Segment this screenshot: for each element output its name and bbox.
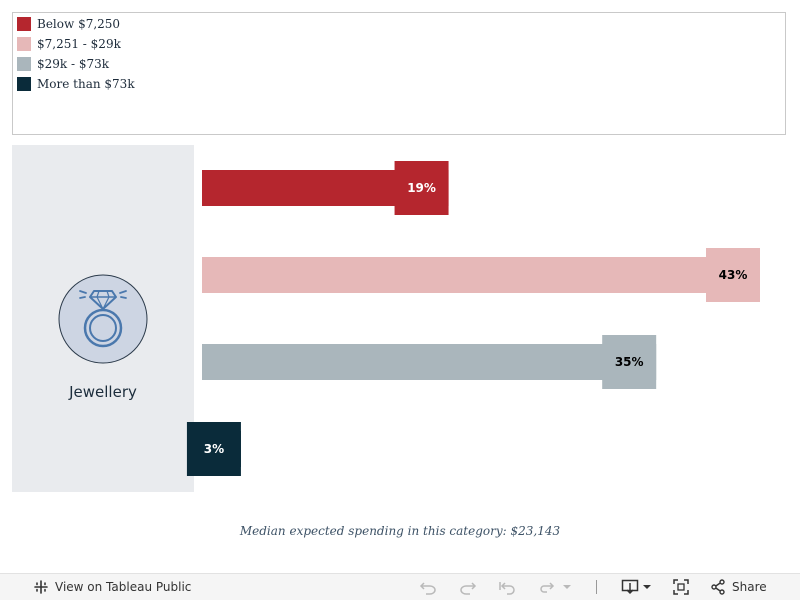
bar-value-label: 35% <box>615 355 644 369</box>
category-panel: Jewellery <box>12 145 194 492</box>
download-icon <box>621 579 638 595</box>
view-on-tableau-label: View on Tableau Public <box>55 580 192 594</box>
undo-button[interactable] <box>418 578 438 596</box>
bar-value-label: 3% <box>204 442 224 456</box>
legend-item-below-7250[interactable]: Below $7,250 <box>17 16 120 32</box>
refresh-button[interactable] <box>534 578 576 596</box>
toolbar-divider <box>596 580 597 594</box>
fullscreen-icon <box>673 579 689 595</box>
legend: Below $7,250 $7,251 - $29k $29k - $73k M… <box>12 12 786 135</box>
category-label: Jewellery <box>69 383 137 401</box>
legend-swatch <box>17 37 31 51</box>
refresh-icon <box>540 582 555 593</box>
bar-2[interactable] <box>202 344 657 380</box>
bar-value-label: 43% <box>719 268 748 282</box>
legend-label: $7,251 - $29k <box>37 37 121 51</box>
bar-label-box-3[interactable] <box>186 422 241 476</box>
bar-1[interactable] <box>202 257 760 293</box>
tableau-logo-icon <box>34 580 48 594</box>
share-button[interactable]: Share <box>710 578 772 596</box>
diamond-ring-icon <box>58 274 148 364</box>
tableau-toolbar: View on Tableau Public <box>0 573 800 600</box>
legend-item-more-than-73k[interactable]: More than $73k <box>17 76 135 92</box>
median-footnote: Median expected spending in this categor… <box>239 524 561 538</box>
chevron-down-icon <box>563 585 571 589</box>
share-icon <box>711 579 725 595</box>
bar-chart: 19% 43% 35% 3% <box>186 161 760 476</box>
view-on-tableau-link[interactable]: View on Tableau Public <box>33 579 191 595</box>
legend-label: Below $7,250 <box>37 17 121 31</box>
legend-swatch <box>17 57 31 71</box>
undo-icon <box>419 582 436 595</box>
legend-label: More than $73k <box>37 77 135 91</box>
revert-icon <box>499 582 515 595</box>
legend-swatch <box>17 17 31 31</box>
redo-button[interactable] <box>458 578 478 596</box>
download-button[interactable] <box>620 578 652 596</box>
bar-value-label: 19% <box>407 181 436 195</box>
bar-label-box-1[interactable] <box>706 248 760 302</box>
legend-swatch <box>17 77 31 91</box>
redo-icon <box>460 582 477 595</box>
bar-label-box-2[interactable] <box>602 335 657 389</box>
share-label: Share <box>732 580 767 594</box>
legend-item-29k-73k[interactable]: $29k - $73k <box>17 56 109 72</box>
fullscreen-button[interactable] <box>671 578 691 596</box>
legend-item-7251-29k[interactable]: $7,251 - $29k <box>17 36 121 52</box>
chevron-down-icon <box>642 585 651 589</box>
revert-button[interactable] <box>497 578 517 596</box>
legend-label: $29k - $73k <box>37 57 110 71</box>
bar-label-box-0[interactable] <box>394 161 449 215</box>
